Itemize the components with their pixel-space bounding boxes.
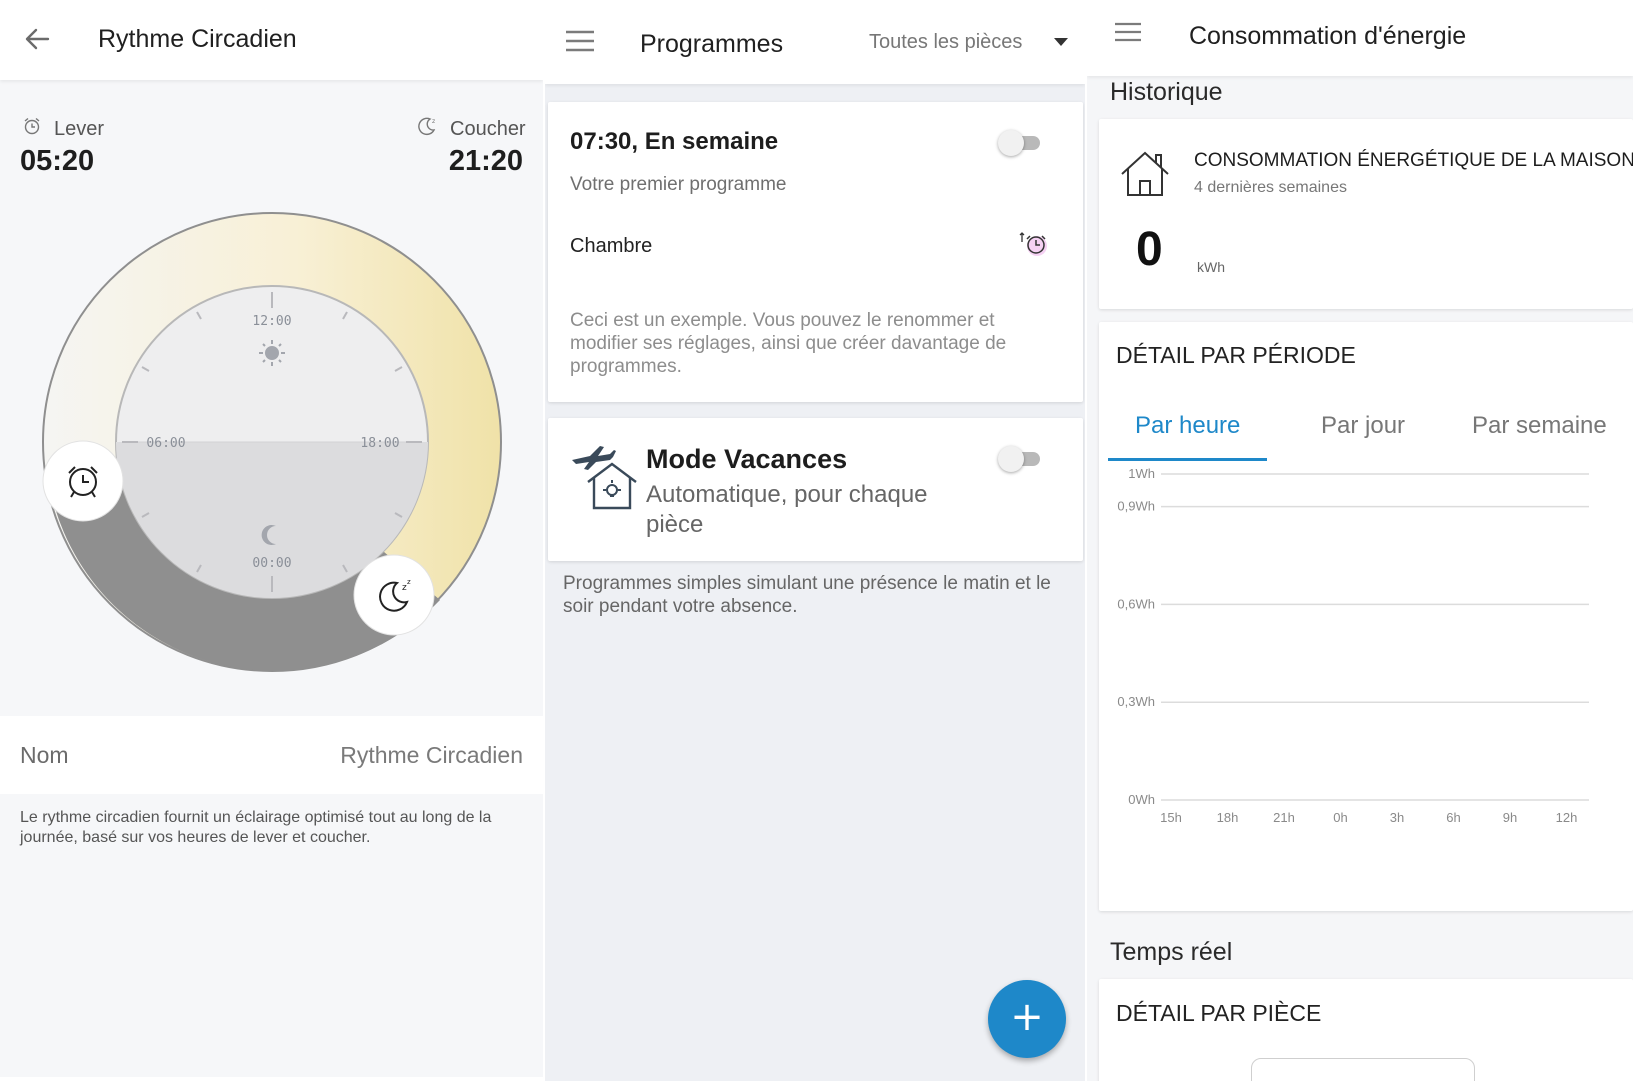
active-tab-indicator [1108,458,1267,461]
programmes-panel: Programmes Toutes les pièces 07:30, En s… [545,0,1085,1081]
period-detail-title: DÉTAIL PAR PÉRIODE [1116,342,1356,368]
x-tick-label: 21h [1273,810,1295,825]
programme-room: Chambre [570,235,653,257]
panel-divider [543,0,545,1081]
moon-icon [261,525,276,545]
x-tick-label: 0h [1333,810,1347,825]
home-card-unit: kWh [1197,259,1225,275]
vacation-subtitle: Automatique, pour chaque pièce [646,481,928,538]
add-icon: + [1010,994,1044,1040]
x-tick-label: 9h [1503,810,1517,825]
dial-label-06: 06:00 [146,436,185,451]
vacation-title: Mode Vacances [646,444,848,474]
programme-title: 07:30, En semaine [570,128,779,155]
programme-note: Ceci est un exemple. Vous pouvez le reno… [570,310,1007,377]
page-title: Consommation d'énergie [1189,22,1467,50]
y-tick-label: 0Wh [1128,792,1155,807]
room-detail-title: DÉTAIL PAR PIÈCE [1116,1000,1322,1026]
circadian-description: Le rythme circadien fournit un éclairage… [20,809,492,846]
bottom-divider [0,1077,543,1081]
sleep-handle[interactable]: z z [353,554,435,636]
x-tick-label: 18h [1217,810,1239,825]
house-icon [1121,151,1169,196]
svg-text:z: z [432,118,435,125]
x-tick-label: 3h [1390,810,1404,825]
x-tick-label: 15h [1160,810,1182,825]
home-card-title: CONSOMMATION ÉNERGÉTIQUE DE LA MAISON [1194,150,1633,171]
period-detail-card: DÉTAIL PAR PÉRIODE Par heure Par jour Pa… [1099,322,1633,911]
programme-subtitle: Votre premier programme [570,174,787,195]
svg-text:z: z [402,583,407,593]
tab-par-heure[interactable]: Par heure [1135,412,1241,439]
app-bar: Programmes Toutes les pièces [545,0,1085,84]
y-tick-label: 0,3Wh [1117,694,1155,709]
programme-card[interactable]: 07:30, En semaine Votre premier programm… [548,102,1083,402]
svg-text:z: z [407,578,411,586]
plane-house-icon [572,446,637,510]
vacation-card[interactable]: Mode Vacances Automatique, pour chaque p… [548,418,1083,561]
menu-icon[interactable] [565,30,595,52]
home-card-subtitle: 4 dernières semaines [1194,179,1347,196]
dropdown-arrow-icon[interactable] [1053,37,1069,47]
sun-icon [259,340,285,366]
circadian-dial[interactable]: 12:00 06:00 18:00 00:00 [40,210,505,675]
name-value: Rythme Circadien [340,742,523,768]
sleep-label: Coucher [450,118,526,140]
wake-label: Lever [54,118,105,140]
app-bar: Rythme Circadien [0,0,543,80]
tab-par-jour[interactable]: Par jour [1321,412,1406,439]
room-selector[interactable] [1251,1058,1475,1081]
home-consumption-card[interactable]: CONSOMMATION ÉNERGÉTIQUE DE LA MAISON 4 … [1099,119,1633,309]
app-bar: Consommation d'énergie [1087,0,1633,76]
panel-divider [1085,0,1087,1081]
moon-sleep-icon: z [418,117,436,136]
page-title: Programmes [640,30,784,58]
hourly-chart: 0Wh 0,3Wh 0,6Wh 0,9Wh 1Wh 15h 18h 21h 0h 3h 6h 9h 12… [1117,466,1589,825]
sleep-handle-moon-icon: z z [379,578,411,612]
programme-toggle[interactable] [998,130,1042,156]
x-tick-label: 12h [1556,810,1578,825]
vacation-note: Programmes simples simulant une présence… [563,573,1051,617]
y-tick-label: 0,9Wh [1117,499,1155,514]
circadian-panel: Rythme Circadien Lever 05:20 z Coucher 2… [0,0,543,1081]
add-programme-button[interactable]: + [988,980,1066,1058]
name-row[interactable]: Nom Rythme Circadien [0,716,543,794]
x-tick-label: 6h [1446,810,1460,825]
wake-alarm-icon [1019,232,1047,256]
realtime-title: Temps réel [1110,938,1233,966]
wake-handle[interactable] [42,440,124,522]
y-tick-label: 1Wh [1128,466,1155,481]
home-card-value: 0 [1136,223,1163,276]
wake-handle-alarm-icon [68,466,98,498]
name-key: Nom [20,742,69,768]
y-tick-label: 0,6Wh [1117,596,1155,611]
history-title: Historique [1110,78,1223,106]
menu-icon[interactable] [1114,22,1142,42]
alarm-clock-icon [24,117,40,135]
page-title: Rythme Circadien [98,25,297,53]
dial-label-18: 18:00 [360,436,399,451]
dial-face [115,285,429,599]
tab-par-semaine[interactable]: Par semaine [1472,412,1607,439]
vacation-toggle[interactable] [998,446,1042,472]
wake-time[interactable]: 05:20 [20,145,95,177]
room-filter[interactable]: Toutes les pièces [869,31,1023,53]
dial-label-00: 00:00 [252,556,291,571]
sleep-time[interactable]: 21:20 [448,145,523,177]
dial-label-12: 12:00 [252,314,291,329]
dial-ticks [122,292,422,592]
energy-panel: Consommation d'énergie Historique CONSOM… [1087,0,1633,1081]
back-arrow-icon[interactable] [22,24,52,54]
room-detail-card: DÉTAIL PAR PIÈCE [1099,979,1633,1081]
